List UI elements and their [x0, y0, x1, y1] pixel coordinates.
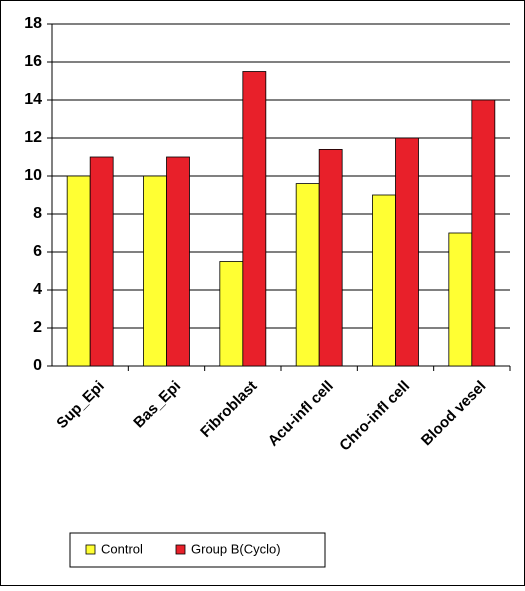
y-tick-label: 4	[33, 281, 42, 298]
y-tick-label: 8	[33, 205, 42, 222]
legend-label: Control	[101, 541, 143, 556]
y-tick-label: 12	[24, 129, 42, 146]
y-tick-label: 0	[33, 357, 42, 374]
bar	[372, 194, 396, 367]
bar	[448, 232, 473, 367]
y-tick-label: 16	[24, 53, 42, 70]
bar	[143, 175, 167, 367]
bar	[242, 71, 267, 367]
bar	[66, 175, 91, 367]
legend-box	[69, 532, 326, 568]
y-tick-label: 2	[33, 319, 42, 336]
y-tick-label: 6	[33, 243, 42, 260]
legend-swatch	[85, 544, 96, 555]
bar	[318, 148, 343, 367]
bar	[166, 156, 190, 367]
legend-label: Group B(Cyclo)	[191, 541, 281, 556]
bar	[295, 183, 320, 367]
bar	[395, 137, 419, 367]
y-tick-label: 14	[24, 91, 42, 108]
legend-swatch	[175, 544, 186, 555]
y-tick-label: 10	[24, 167, 42, 184]
bar	[471, 99, 496, 367]
bar	[219, 261, 244, 367]
y-tick-label: 18	[24, 15, 42, 32]
bar	[89, 156, 114, 367]
